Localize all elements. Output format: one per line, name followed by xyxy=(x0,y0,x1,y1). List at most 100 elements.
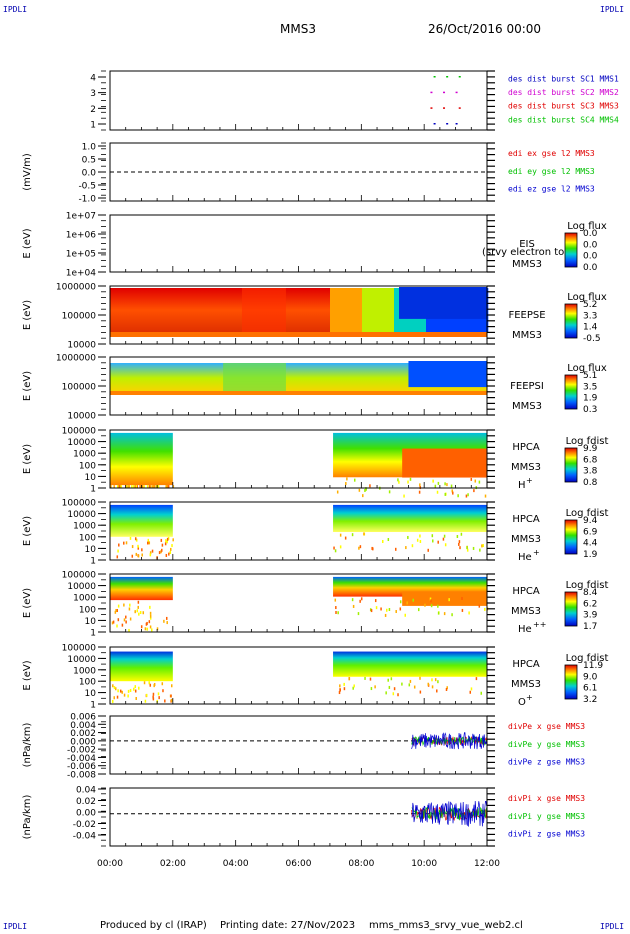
hpca-speck xyxy=(374,599,377,603)
y-tick-label: -0.02 xyxy=(73,820,96,830)
heat-column xyxy=(336,288,339,332)
instrument-label: HPCA xyxy=(512,586,540,597)
hpca-speck xyxy=(385,691,387,695)
hpca-speck xyxy=(437,680,439,684)
hpca-speck xyxy=(430,604,433,608)
hpca-speck xyxy=(113,686,116,690)
hpca-speck xyxy=(135,552,138,556)
burst-marker xyxy=(433,123,436,125)
hpca-speck xyxy=(115,608,117,612)
hpca-speck xyxy=(141,548,143,552)
hpca-speck xyxy=(146,627,149,631)
y-axis-label: (mV/m) xyxy=(22,153,33,191)
legend-entry: des dist burst SC1 MMS1 xyxy=(508,74,619,83)
hpca-speck xyxy=(419,690,422,694)
colorbar-tick-label: 0.0 xyxy=(583,240,598,250)
y-tick-label: 10000 xyxy=(67,438,96,448)
burst-marker xyxy=(446,76,449,78)
hpca-speck xyxy=(388,685,391,689)
hpca-speck xyxy=(348,677,350,681)
hpca-speck xyxy=(380,607,382,611)
heat-column xyxy=(374,288,377,332)
hpca-speck xyxy=(484,607,486,611)
hpca-speck xyxy=(127,689,130,693)
y-tick-label: 1e+06 xyxy=(66,231,97,241)
y-tick-label: 100 xyxy=(79,605,96,615)
y-tick-label: 1000 xyxy=(73,450,96,460)
legend-entry: divPe y gse MMS3 xyxy=(508,740,585,749)
hpca-speck xyxy=(470,687,473,691)
hpca-speck xyxy=(437,611,440,615)
burst-marker xyxy=(455,91,458,94)
heat-column xyxy=(350,288,353,332)
panel-content xyxy=(110,287,489,337)
species-charge: + xyxy=(533,548,540,557)
hpca-speck xyxy=(345,482,347,486)
hpca-speck xyxy=(444,482,446,486)
legend-entry: divPe z gse MMS3 xyxy=(508,757,585,766)
hpca-speck xyxy=(111,699,114,703)
colorbar-title: Log fdist xyxy=(566,508,609,519)
hpca-speck xyxy=(430,599,432,603)
spacecraft-label: MMS3 xyxy=(512,401,542,412)
hpca-speck xyxy=(357,612,360,616)
hpca-speck xyxy=(409,477,412,481)
y-axis-label: (nPa/km) xyxy=(22,795,33,840)
hpca-speck xyxy=(352,686,354,690)
hpca-speck xyxy=(360,597,363,601)
heat-column xyxy=(356,288,359,332)
hpca-speck xyxy=(446,483,448,487)
hpca-speck xyxy=(160,538,163,542)
hpca-speck xyxy=(151,549,154,553)
panel-frame xyxy=(109,70,488,131)
date-title: 26/Oct/2016 00:00 xyxy=(428,22,542,36)
colorbar-tick-label: 6.2 xyxy=(583,599,597,609)
y-tick-label: 100000 xyxy=(62,312,97,322)
hpca-speck xyxy=(167,485,170,489)
hpca-speck xyxy=(434,678,437,682)
y-tick-label: 0.00 xyxy=(76,809,96,819)
hpca-speck xyxy=(352,604,355,608)
hpca-speck xyxy=(409,679,412,683)
hpca-speck xyxy=(138,612,140,616)
colorbar-tick-label: 11.9 xyxy=(583,661,603,671)
hpca-speck xyxy=(364,676,366,680)
hpca-speck xyxy=(444,492,447,496)
hpca-block-late xyxy=(333,504,487,533)
hpca-speck xyxy=(466,546,468,550)
hpca-speck xyxy=(432,539,434,543)
colorbar-tick-label: 1.9 xyxy=(583,550,598,560)
hpca-speck xyxy=(460,532,463,536)
hpca-speck xyxy=(144,699,147,703)
burst-marker xyxy=(430,107,433,109)
hpca-speck xyxy=(390,677,393,681)
species-charge: + xyxy=(526,693,533,702)
hpca-speck xyxy=(388,608,391,612)
hpca-speck xyxy=(456,534,459,538)
corner-label-top-right: IPDLI xyxy=(600,5,625,14)
legend-entry: des dist burst SC4 MMS4 xyxy=(508,115,619,124)
feeps-i-arc xyxy=(223,363,286,393)
y-axis-label: E (eV) xyxy=(22,516,33,546)
series-z_comp xyxy=(411,800,487,827)
hpca-speck xyxy=(143,681,146,685)
y-tick-label: 100000 xyxy=(62,383,97,393)
overlay-text: (srvy electron to xyxy=(482,247,564,258)
hpca-speck xyxy=(151,485,154,489)
hpca-speck xyxy=(465,494,468,498)
hpca-speck xyxy=(461,608,464,612)
hpca-speck xyxy=(395,610,397,614)
hpca-speck xyxy=(398,480,400,484)
hpca-speck xyxy=(138,686,140,690)
heat-column xyxy=(340,288,343,332)
hpca-speck xyxy=(137,544,139,548)
legend-entry: des dist burst SC3 MMS3 xyxy=(508,102,619,111)
hpca-speck xyxy=(171,544,173,548)
hpca-speck xyxy=(437,481,440,485)
y-tick-label: 1e+05 xyxy=(66,250,96,260)
hpca-speck xyxy=(161,682,164,686)
burst-marker xyxy=(446,123,449,125)
colorbar-tick-label: 5.1 xyxy=(583,371,597,381)
colorbar-tick-label: 9.4 xyxy=(583,516,598,526)
